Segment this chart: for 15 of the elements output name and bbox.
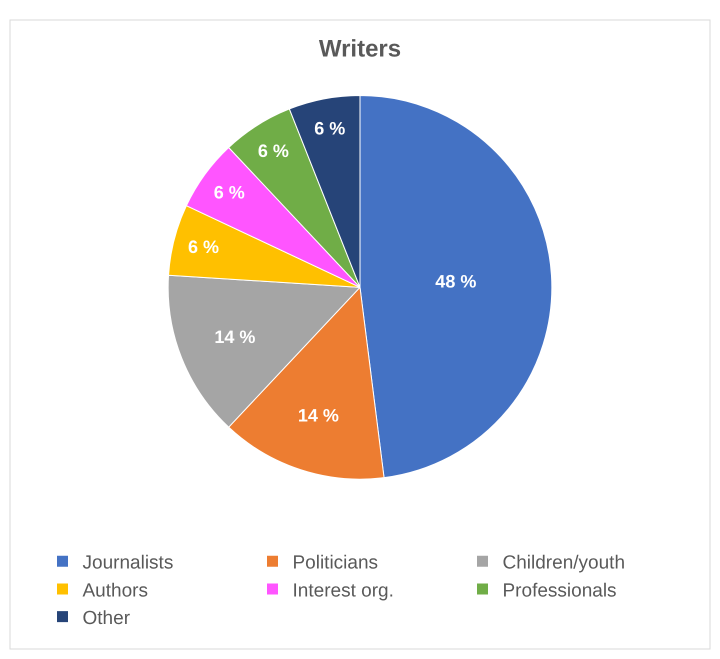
legend-label: Children/youth <box>502 552 626 574</box>
data-label: 6 % <box>188 237 220 258</box>
legend-label: Interest org. <box>292 580 394 602</box>
legend-label: Politicians <box>292 552 378 574</box>
legend-label: Other <box>82 608 131 630</box>
data-label: 6 % <box>214 182 245 202</box>
data-label: 14 % <box>298 405 339 426</box>
legend-label: Authors <box>82 580 148 602</box>
data-label: 48 % <box>435 271 476 292</box>
data-label: 6 % <box>314 118 346 139</box>
legend-label: Journalists <box>82 552 174 574</box>
legend-label: Professionals <box>502 580 617 602</box>
chart-title: Writers <box>318 35 402 62</box>
data-label: 6 % <box>258 140 289 161</box>
data-label: 14 % <box>214 326 256 347</box>
